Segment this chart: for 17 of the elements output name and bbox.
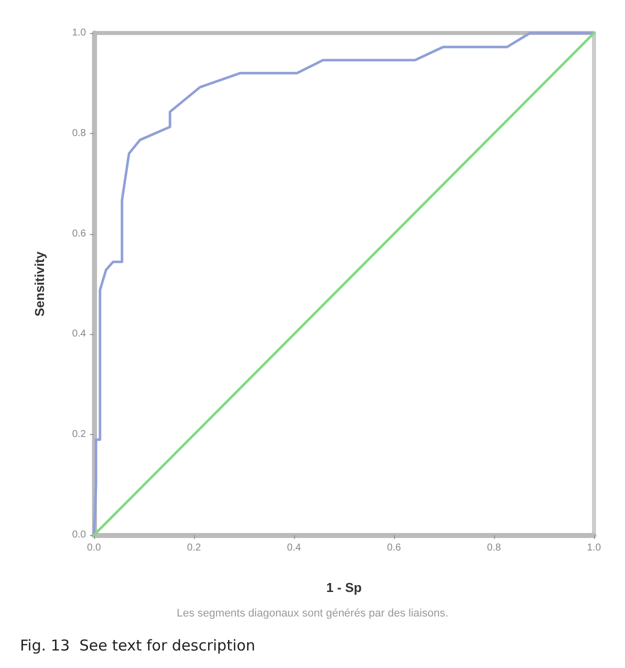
- text: Les segments diagonaux sont générés par des liaisons.: [176, 608, 448, 620]
- y-tick-label: 1.0: [72, 28, 86, 38]
- x-tick-label: 0.0: [87, 542, 102, 554]
- y-tick-label: 0.0: [72, 530, 86, 540]
- x-tick-label: 0.6: [387, 542, 402, 554]
- x-tick-label: 0.8: [487, 542, 502, 554]
- x-tick-label: 0.2: [187, 542, 202, 554]
- y-tick-label: 0.2: [72, 429, 86, 440]
- caption: Fig. 13 See text for description: [20, 636, 256, 654]
- x-tick-label: 1.0: [587, 542, 602, 554]
- x-axis-title: 1 - Sp: [326, 580, 362, 595]
- y-axis-title: Sensitivity: [32, 250, 47, 317]
- y-tick-label: 0.6: [72, 228, 86, 240]
- x-tick-label: 0.4: [287, 542, 302, 554]
- line-series: [92, 32, 596, 536]
- y-tick-label: 0.4: [72, 328, 86, 340]
- y-tick-label: 0.8: [72, 128, 86, 139]
